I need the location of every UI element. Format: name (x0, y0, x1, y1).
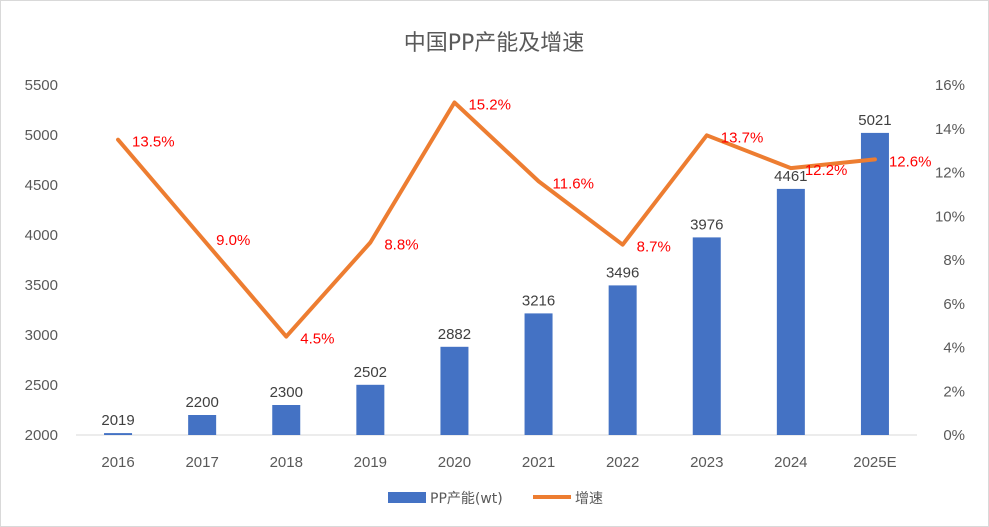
bar-2023 (692, 237, 721, 435)
right-axis-tick-label: 10% (935, 208, 965, 225)
left-axis: 2000 2500 3000 3500 4000 4500 5000 5500 (25, 77, 58, 444)
growth-data-label: 4.5% (300, 331, 334, 348)
bar-data-label: 5021 (858, 112, 891, 129)
bar-data-label: 4461 (774, 168, 807, 185)
x-axis-tick-label: 2016 (101, 454, 134, 471)
growth-point-2025E (873, 157, 877, 161)
left-axis-tick-label: 2000 (25, 427, 58, 444)
right-axis-tick-label: 0% (943, 427, 965, 444)
bar-2021 (524, 313, 553, 435)
bar-data-label: 3496 (606, 264, 639, 281)
growth-point-2021 (537, 179, 541, 183)
bar-2016 (104, 433, 133, 435)
right-axis-tick-label: 6% (943, 296, 965, 313)
bar-data-labels: 2019 2200 2300 2502 2882 3216 3496 3976 4461 5021 (101, 112, 891, 429)
growth-point-2016 (116, 138, 120, 142)
bar-2019 (356, 384, 385, 435)
growth-data-label: 8.8% (384, 237, 418, 254)
left-axis-tick-label: 5500 (25, 77, 58, 94)
left-axis-tick-label: 2500 (25, 377, 58, 394)
growth-data-label: 12.2% (805, 162, 848, 179)
x-axis-tick-label: 2020 (438, 454, 471, 471)
bar-data-label: 2502 (354, 364, 387, 381)
right-axis: 0% 2% 4% 6% 8% 10% 12% 14% 16% (935, 77, 965, 444)
bar-data-label: 3216 (522, 292, 555, 309)
growth-point-2020 (452, 101, 456, 104)
right-axis-tick-label: 12% (935, 165, 965, 182)
x-axis-tick-label: 2022 (606, 454, 639, 471)
bar-2020 (440, 346, 469, 435)
left-axis-tick-label: 3500 (25, 277, 58, 294)
line-series (116, 100, 877, 339)
line-data-labels: 13.5% 9.0% 4.5% 8.8% 15.2% 11.6% 8.7% 13.7% 12.2… (132, 97, 931, 348)
right-axis-tick-label: 8% (943, 252, 965, 269)
x-axis-tick-label: 2021 (522, 454, 555, 471)
bar-2025E (860, 132, 889, 435)
x-axis-tick-label: 2019 (354, 454, 387, 471)
right-axis-tick-label: 4% (943, 340, 965, 357)
legend: PP产能(wt) 增速 (388, 491, 603, 507)
left-axis-tick-label: 4000 (25, 227, 58, 244)
x-axis-tick-label: 2025E (853, 454, 896, 471)
growth-point-2022 (621, 243, 625, 247)
x-axis-tick-label: 2024 (774, 454, 807, 471)
growth-point-2018 (284, 335, 288, 339)
bar-data-label: 2019 (101, 412, 134, 429)
bar-data-label: 2300 (270, 384, 303, 401)
bar-2024 (776, 188, 805, 435)
chart-title: 中国PP产能及增速 (404, 31, 585, 56)
left-axis-tick-label: 3000 (25, 327, 58, 344)
growth-data-label: 13.7% (721, 129, 764, 146)
bar-2017 (188, 415, 217, 435)
bar-data-label: 3976 (690, 216, 723, 233)
growth-point-2024 (789, 166, 793, 170)
right-axis-tick-label: 16% (935, 77, 965, 94)
growth-line (116, 100, 877, 339)
right-axis-tick-label: 14% (935, 121, 965, 138)
growth-point-2017 (200, 236, 204, 240)
growth-point-2019 (368, 241, 372, 244)
legend-label-bar: PP产能(wt) (430, 491, 503, 507)
bar-2022 (608, 285, 637, 435)
bar-2018 (272, 405, 301, 435)
growth-data-label: 12.6% (889, 153, 932, 170)
growth-data-label: 13.5% (132, 134, 175, 151)
left-axis-tick-label: 4500 (25, 177, 58, 194)
x-axis-tick-label: 2017 (185, 454, 218, 471)
x-axis-ticks: 2016 2017 2018 2019 2020 2021 2022 2023 2024 2025… (101, 454, 896, 471)
bar-data-label: 2882 (438, 326, 471, 343)
legend-swatch-bar (388, 492, 426, 503)
x-axis-tick-label: 2018 (270, 454, 303, 471)
growth-data-label: 8.7% (637, 239, 671, 256)
growth-data-label: 9.0% (216, 232, 250, 249)
left-axis-tick-label: 5000 (25, 127, 58, 144)
growth-point-2023 (705, 133, 709, 137)
right-axis-tick-label: 2% (943, 383, 965, 400)
bar-series (104, 132, 889, 435)
growth-data-label: 11.6% (553, 175, 594, 192)
growth-data-label: 15.2% (468, 97, 511, 114)
legend-label-line: 增速 (575, 491, 603, 507)
x-axis-tick-label: 2023 (690, 454, 723, 471)
bar-data-label: 2200 (185, 394, 218, 411)
